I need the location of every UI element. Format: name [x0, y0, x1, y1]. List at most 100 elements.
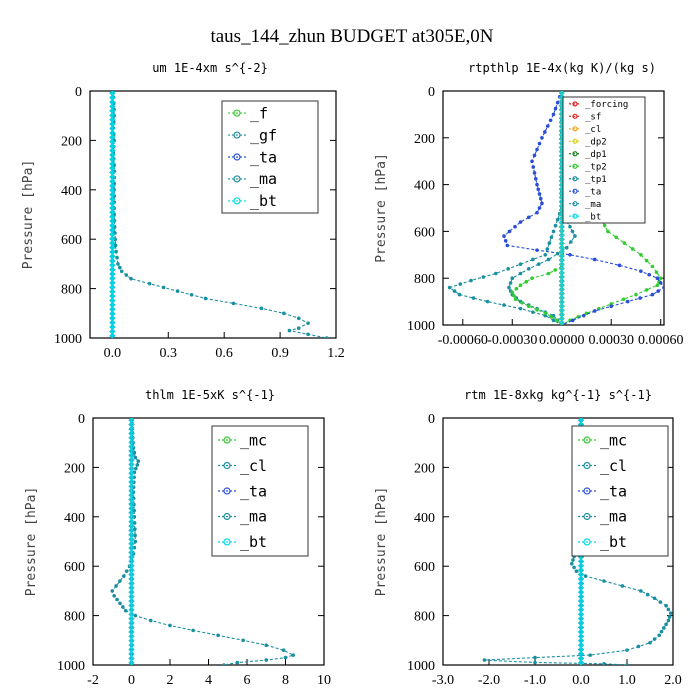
data-point: [128, 437, 135, 443]
legend-marker: [572, 151, 578, 157]
data-point: [558, 242, 565, 249]
data-point: [481, 275, 486, 279]
data-point: [128, 472, 135, 479]
series-line: [561, 91, 662, 325]
data-point: [558, 234, 565, 241]
data-point: [469, 278, 473, 283]
data-point: [664, 622, 668, 627]
data-point: [666, 607, 671, 612]
data-point: [537, 192, 542, 196]
legend-label: _mc: [600, 431, 627, 449]
data-point: [578, 622, 584, 629]
data-point: [128, 626, 135, 633]
data-point: [128, 653, 135, 660]
data-point: [666, 618, 671, 623]
data-point: [282, 311, 286, 316]
data-point: [128, 587, 135, 593]
series-group: [110, 418, 296, 665]
legend-label: _dp1: [585, 150, 607, 160]
data-point: [128, 463, 135, 470]
data-point: [109, 176, 116, 183]
data-point: [109, 110, 116, 116]
legend: _mc _cl _ta _ma _bt: [211, 425, 309, 557]
data-point: [118, 265, 122, 270]
data-point: [128, 534, 135, 540]
data-point: [112, 138, 117, 143]
data-point: [554, 318, 559, 323]
data-point: [533, 655, 537, 660]
data-point: [128, 543, 135, 549]
y-axis-label: Pressure [hPa]: [374, 487, 389, 597]
data-point: [513, 224, 517, 229]
data-point: [644, 288, 649, 292]
x-tick-label: 0.9: [271, 346, 289, 361]
data-point: [570, 229, 575, 234]
legend-marker: [233, 197, 241, 205]
x-tick-label: -2: [87, 673, 99, 688]
data-point: [109, 224, 116, 231]
data-point: [503, 238, 508, 243]
data-point: [109, 295, 116, 302]
data-point: [578, 640, 584, 646]
data-point: [518, 283, 523, 288]
data-point: [136, 459, 141, 464]
data-point: [175, 289, 180, 293]
data-point: [482, 658, 487, 662]
data-point: [546, 257, 551, 262]
data-point: [128, 503, 135, 510]
data-point: [128, 622, 135, 629]
panel-2: rtpthlp 1E-4x(kg K)/(kg s) Pressure [hPa]…: [374, 61, 683, 348]
data-point: [520, 300, 524, 305]
y-tick-label: 0: [428, 85, 435, 100]
data-point: [109, 246, 116, 253]
x-tick-label: 2: [167, 673, 174, 688]
x-tick-label: 1.2: [327, 346, 345, 361]
data-point: [296, 316, 301, 321]
data-point: [647, 272, 651, 277]
legend-label: _forcing: [585, 100, 628, 110]
legend-marker: [583, 512, 591, 521]
x-tick-label: 0.00060: [638, 333, 684, 348]
data-point: [161, 285, 166, 290]
data-point: [109, 321, 116, 328]
data-point: [502, 234, 506, 238]
data-point: [551, 112, 556, 117]
legend: _mc _cl _ta _ma _bt: [571, 425, 669, 557]
data-point: [114, 249, 118, 254]
data-point: [109, 132, 116, 138]
legend-label: _sf: [585, 112, 601, 122]
data-point: [109, 233, 116, 240]
panel-4: rtm 1E-8xkg kg^{-1} s^{-1} Pressure [hPa]…: [374, 388, 682, 688]
data-point: [578, 653, 584, 660]
data-point: [545, 247, 550, 251]
data-point: [109, 180, 116, 187]
data-point: [558, 272, 565, 278]
y-tick-label: 800: [61, 283, 82, 298]
legend-label: _cl: [240, 457, 267, 475]
x-tick-label: 0: [128, 673, 135, 688]
data-point: [540, 136, 544, 140]
panel-3: thlm 1E-5xK s^{-1} Pressure [hPa] 0 200 400 6…: [24, 388, 331, 688]
data-point: [128, 521, 135, 527]
data-point: [133, 539, 138, 544]
x-tick-label: 0.3: [160, 346, 178, 361]
data-point: [306, 321, 310, 325]
data-point: [588, 653, 592, 657]
data-point: [128, 573, 135, 580]
data-point: [109, 238, 116, 244]
data-point: [518, 220, 523, 224]
data-point: [606, 229, 610, 234]
data-point: [128, 618, 135, 624]
data-point: [291, 653, 296, 657]
data-point: [578, 613, 584, 620]
data-point: [109, 123, 116, 130]
data-point: [625, 648, 629, 652]
data-point: [543, 311, 548, 316]
data-point: [128, 494, 135, 501]
data-point: [558, 238, 565, 245]
data-point: [493, 271, 498, 276]
data-point: [128, 547, 135, 554]
data-point: [109, 127, 116, 134]
data-point: [109, 145, 116, 152]
